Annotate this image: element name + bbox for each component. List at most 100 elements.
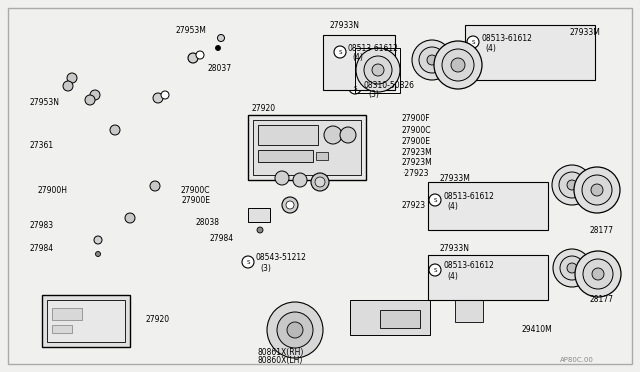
Bar (355, 48, 400, 93)
Text: 27933M: 27933M (570, 28, 601, 36)
Text: 27933N: 27933N (330, 20, 360, 29)
Text: 27923M: 27923M (402, 148, 433, 157)
Bar (253, 120, 361, 175)
Bar (258, 125, 318, 145)
Text: 27900E: 27900E (402, 137, 431, 145)
Text: 27933N: 27933N (440, 244, 470, 253)
Text: 08513-61612: 08513-61612 (348, 44, 399, 52)
Circle shape (242, 256, 254, 268)
Circle shape (267, 302, 323, 358)
Text: 27953M: 27953M (175, 26, 206, 35)
Text: (4): (4) (447, 272, 458, 280)
Circle shape (196, 51, 204, 59)
Text: S: S (246, 260, 250, 264)
Text: 08543-51212: 08543-51212 (256, 253, 307, 263)
Text: 28037: 28037 (208, 64, 232, 73)
Circle shape (467, 36, 479, 48)
Circle shape (324, 126, 342, 144)
Text: 27920: 27920 (145, 315, 169, 324)
Circle shape (582, 175, 612, 205)
Circle shape (364, 56, 392, 84)
Circle shape (442, 49, 474, 81)
Circle shape (188, 53, 198, 63)
Circle shape (94, 236, 102, 244)
Circle shape (216, 45, 221, 51)
Circle shape (334, 46, 346, 58)
Circle shape (63, 81, 73, 91)
Circle shape (257, 227, 263, 233)
Text: 08310-50826: 08310-50826 (363, 80, 414, 90)
Circle shape (429, 194, 441, 206)
Text: AP80C.00: AP80C.00 (560, 357, 594, 363)
Text: 80860X(LH): 80860X(LH) (258, 356, 303, 365)
Circle shape (559, 172, 585, 198)
Circle shape (315, 177, 325, 187)
Circle shape (583, 259, 613, 289)
Circle shape (153, 93, 163, 103)
Text: 08513-61612: 08513-61612 (481, 33, 532, 42)
Bar (350, 300, 430, 335)
Circle shape (349, 82, 361, 94)
Circle shape (451, 58, 465, 72)
Circle shape (110, 125, 120, 135)
Text: 27900C: 27900C (402, 125, 431, 135)
Text: 29410M: 29410M (522, 326, 553, 334)
Circle shape (282, 197, 298, 213)
Bar (258, 150, 313, 162)
Text: (3): (3) (368, 90, 379, 99)
Text: 27900C: 27900C (180, 186, 210, 195)
Text: 80861X(RH): 80861X(RH) (258, 347, 305, 356)
Text: S: S (471, 39, 475, 45)
Circle shape (311, 173, 329, 191)
Text: 27361: 27361 (30, 141, 54, 150)
Bar (248, 208, 270, 222)
Text: 08513-61612: 08513-61612 (443, 262, 494, 270)
Text: S: S (433, 198, 436, 202)
Circle shape (372, 64, 384, 76)
Circle shape (275, 171, 289, 185)
Bar (428, 182, 548, 230)
Circle shape (287, 322, 303, 338)
Bar (248, 115, 366, 180)
Circle shape (67, 73, 77, 83)
Circle shape (567, 180, 577, 190)
Text: 27984: 27984 (210, 234, 234, 243)
Circle shape (434, 41, 482, 89)
Circle shape (218, 35, 225, 42)
Circle shape (277, 312, 313, 348)
Text: 27984: 27984 (30, 244, 54, 253)
Bar (380, 310, 420, 328)
Text: S: S (339, 49, 342, 55)
Circle shape (85, 95, 95, 105)
Bar (465, 25, 595, 80)
Text: 08513-61612: 08513-61612 (443, 192, 494, 201)
Circle shape (575, 251, 621, 297)
Circle shape (150, 181, 160, 191)
Polygon shape (248, 280, 490, 360)
Text: (4): (4) (352, 52, 363, 61)
Circle shape (574, 167, 620, 213)
Circle shape (356, 48, 400, 92)
Circle shape (161, 91, 169, 99)
Circle shape (560, 256, 584, 280)
Text: 27983: 27983 (30, 221, 54, 230)
Text: 28177: 28177 (590, 295, 614, 305)
Circle shape (419, 47, 445, 73)
Text: S: S (353, 86, 356, 90)
Circle shape (552, 165, 592, 205)
Circle shape (286, 201, 294, 209)
Circle shape (125, 213, 135, 223)
Text: 27900F: 27900F (402, 113, 431, 122)
Text: ‧27923: ‧27923 (402, 169, 429, 177)
Bar (316, 152, 328, 160)
Text: S: S (433, 267, 436, 273)
Circle shape (293, 173, 307, 187)
Text: 27920: 27920 (252, 103, 276, 112)
Circle shape (592, 268, 604, 280)
Text: 27933M: 27933M (440, 173, 471, 183)
Circle shape (340, 127, 356, 143)
Text: 28177: 28177 (590, 225, 614, 234)
Circle shape (567, 263, 577, 273)
Bar (52, 308, 82, 320)
Circle shape (427, 55, 437, 65)
